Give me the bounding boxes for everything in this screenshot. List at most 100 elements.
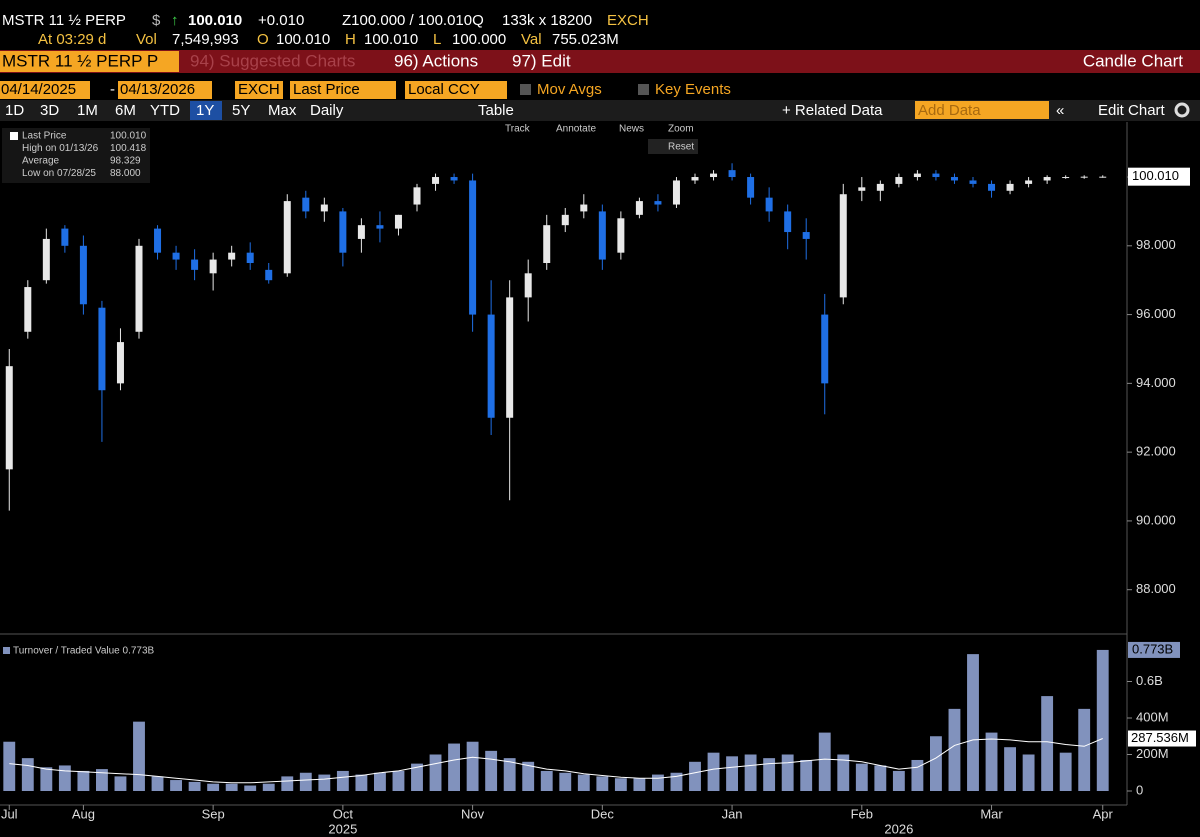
bid-ask: Z100.000 / 100.010Q <box>342 12 484 29</box>
candle-body <box>302 197 310 212</box>
bar <box>503 758 516 791</box>
bar <box>355 774 368 791</box>
bar <box>77 770 90 791</box>
edit-chart[interactable]: Edit Chart <box>1098 102 1166 119</box>
candle-body <box>635 201 643 215</box>
tool[interactable]: Track <box>505 124 531 135</box>
period-button[interactable]: 3D <box>40 102 59 119</box>
checkbox[interactable] <box>638 84 649 95</box>
candle-body <box>450 177 458 181</box>
candle-body <box>172 252 180 260</box>
candle-body <box>506 297 514 418</box>
period-button[interactable]: YTD <box>150 102 180 119</box>
end-date[interactable]: 04/13/2026 <box>120 81 195 98</box>
legend-label: High on 01/13/26 <box>22 143 99 154</box>
candle-body <box>524 273 532 298</box>
candle-body <box>283 201 291 274</box>
source-input[interactable] <box>235 81 283 99</box>
field-input[interactable] <box>290 81 396 99</box>
y-tick-label: 88.000 <box>1136 581 1176 596</box>
currency-setting[interactable]: Local CCY <box>408 81 480 98</box>
candle-body <box>61 228 69 246</box>
add-data-input[interactable] <box>915 101 1049 119</box>
average-tag <box>1128 730 1196 747</box>
period-button[interactable]: 1Y <box>196 102 214 119</box>
menu-item[interactable]: 96) Actions <box>394 51 478 70</box>
candle-body <box>988 183 996 191</box>
stat-label: Val <box>521 31 542 48</box>
security[interactable]: MSTR 11 ½ PERP P <box>2 51 158 70</box>
date-input[interactable] <box>118 81 212 99</box>
stat-value: 755.023M <box>552 31 619 48</box>
bar <box>1059 752 1072 791</box>
reset-button[interactable] <box>648 139 698 154</box>
candle-body <box>858 187 866 191</box>
related-data[interactable]: + Related Data <box>782 102 883 119</box>
collapse[interactable]: « <box>1056 102 1064 119</box>
y-tick-label: 92.000 <box>1136 444 1176 459</box>
legend-label: Last Price <box>22 131 67 142</box>
menu-title: Candle Chart <box>1083 51 1183 70</box>
bar <box>670 772 683 791</box>
candle-body <box>228 252 236 260</box>
mov-avgs[interactable]: Mov Avgs <box>537 81 602 98</box>
y-tick-label: 90.000 <box>1136 512 1176 527</box>
date-dash: - <box>110 81 115 98</box>
menu-item[interactable]: 94) Suggested Charts <box>190 51 355 70</box>
tool[interactable]: News <box>619 124 644 135</box>
tool[interactable]: Zoom <box>668 124 694 135</box>
bar <box>726 756 738 791</box>
bar <box>1078 708 1091 791</box>
key-events[interactable]: Key Events <box>655 81 731 98</box>
candle-body <box>42 238 50 281</box>
bar <box>522 761 535 791</box>
bar <box>559 772 572 791</box>
direction: ↑ <box>171 12 179 29</box>
x-tick-label: Jul <box>1 806 18 821</box>
tool[interactable]: Reset <box>668 142 694 153</box>
security-box[interactable] <box>0 51 179 72</box>
candle-body <box>1043 177 1051 181</box>
menu-item[interactable]: 97) Edit <box>512 51 571 70</box>
start-date[interactable]: 04/14/2025 <box>1 81 76 98</box>
candle-body <box>617 218 625 253</box>
bar <box>874 765 887 791</box>
period-button[interactable]: 1M <box>77 102 98 119</box>
candle-body <box>876 183 884 191</box>
checkbox[interactable] <box>520 84 531 95</box>
bar <box>577 774 590 791</box>
bar <box>207 783 220 791</box>
period-button[interactable]: 6M <box>115 102 136 119</box>
x-year-label: 2026 <box>884 821 913 836</box>
legend-value: 100.010 <box>110 131 147 142</box>
candle-body <box>969 180 977 184</box>
source[interactable]: EXCH <box>238 81 280 98</box>
bar <box>967 654 979 791</box>
period-button[interactable]: 5Y <box>232 102 250 119</box>
tool[interactable]: Annotate <box>556 124 596 135</box>
bar <box>485 750 498 791</box>
bar <box>262 783 275 791</box>
settings-icon[interactable] <box>1174 102 1190 118</box>
currency-input[interactable] <box>405 81 507 99</box>
candle-body <box>728 170 736 178</box>
table-button[interactable]: Table <box>478 102 514 119</box>
frequency[interactable]: Daily <box>310 102 344 119</box>
bar <box>763 758 776 791</box>
field[interactable]: Last Price <box>293 81 360 98</box>
stat-value: 100.000 <box>452 31 506 48</box>
period-button[interactable]: 1D <box>5 102 24 119</box>
candle-body <box>691 177 699 181</box>
bar <box>466 741 479 791</box>
stat-value: 100.010 <box>364 31 418 48</box>
date-input[interactable] <box>0 81 90 99</box>
legend-box <box>2 128 150 183</box>
bar <box>744 754 757 791</box>
bar <box>411 763 423 791</box>
add-data[interactable]: Add Data <box>918 102 981 119</box>
average-line <box>9 738 1103 784</box>
toolbar <box>0 100 1200 121</box>
bar <box>930 736 942 791</box>
period-button[interactable]: Max <box>268 102 297 119</box>
